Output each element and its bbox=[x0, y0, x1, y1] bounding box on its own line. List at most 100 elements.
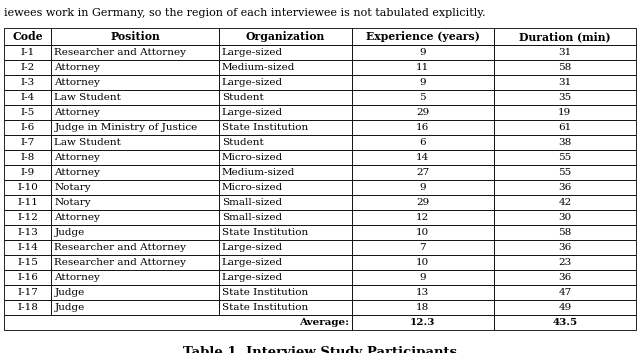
Bar bbox=[494, 28, 636, 45]
Text: 55: 55 bbox=[558, 168, 572, 177]
Bar bbox=[351, 255, 494, 270]
Bar bbox=[219, 105, 351, 120]
Bar bbox=[4, 60, 51, 75]
Text: 12: 12 bbox=[416, 213, 429, 222]
Text: Large-sized: Large-sized bbox=[222, 243, 283, 252]
Text: Medium-sized: Medium-sized bbox=[222, 168, 295, 177]
Bar bbox=[351, 75, 494, 90]
Bar bbox=[51, 28, 219, 45]
Bar bbox=[219, 45, 351, 60]
Bar bbox=[219, 165, 351, 180]
Text: I-12: I-12 bbox=[17, 213, 38, 222]
Text: 31: 31 bbox=[558, 78, 572, 87]
Bar bbox=[351, 195, 494, 210]
Bar bbox=[4, 315, 351, 330]
Text: 5: 5 bbox=[419, 93, 426, 102]
Text: 19: 19 bbox=[558, 108, 572, 117]
Bar bbox=[351, 90, 494, 105]
Bar bbox=[494, 120, 636, 135]
Text: Large-sized: Large-sized bbox=[222, 48, 283, 57]
Bar bbox=[51, 255, 219, 270]
Text: 29: 29 bbox=[416, 108, 429, 117]
Text: Judge in Ministry of Justice: Judge in Ministry of Justice bbox=[54, 123, 198, 132]
Bar bbox=[4, 240, 51, 255]
Text: 9: 9 bbox=[419, 183, 426, 192]
Text: Position: Position bbox=[110, 31, 160, 42]
Text: Student: Student bbox=[222, 93, 264, 102]
Text: I-4: I-4 bbox=[20, 93, 35, 102]
Text: Micro-sized: Micro-sized bbox=[222, 153, 283, 162]
Text: Judge: Judge bbox=[54, 228, 84, 237]
Text: Judge: Judge bbox=[54, 303, 84, 312]
Text: Law Student: Law Student bbox=[54, 138, 121, 147]
Bar bbox=[51, 60, 219, 75]
Text: Attorney: Attorney bbox=[54, 108, 100, 117]
Bar bbox=[51, 135, 219, 150]
Text: Notary: Notary bbox=[54, 183, 91, 192]
Bar bbox=[351, 240, 494, 255]
Text: 42: 42 bbox=[558, 198, 572, 207]
Text: 9: 9 bbox=[419, 78, 426, 87]
Text: Duration (min): Duration (min) bbox=[519, 31, 611, 42]
Bar bbox=[494, 135, 636, 150]
Text: Organization: Organization bbox=[246, 31, 325, 42]
Text: I-3: I-3 bbox=[20, 78, 35, 87]
Text: Researcher and Attorney: Researcher and Attorney bbox=[54, 243, 186, 252]
Text: I-17: I-17 bbox=[17, 288, 38, 297]
Bar bbox=[351, 105, 494, 120]
Text: 9: 9 bbox=[419, 48, 426, 57]
Text: I-10: I-10 bbox=[17, 183, 38, 192]
Text: 58: 58 bbox=[558, 63, 572, 72]
Bar bbox=[51, 180, 219, 195]
Text: Large-sized: Large-sized bbox=[222, 108, 283, 117]
Bar bbox=[351, 165, 494, 180]
Text: Medium-sized: Medium-sized bbox=[222, 63, 295, 72]
Text: 43.5: 43.5 bbox=[552, 318, 577, 327]
Bar bbox=[219, 75, 351, 90]
Bar bbox=[51, 270, 219, 285]
Bar bbox=[351, 270, 494, 285]
Text: Attorney: Attorney bbox=[54, 153, 100, 162]
Text: I-11: I-11 bbox=[17, 198, 38, 207]
Bar bbox=[494, 60, 636, 75]
Text: I-18: I-18 bbox=[17, 303, 38, 312]
Bar bbox=[51, 120, 219, 135]
Bar bbox=[219, 210, 351, 225]
Text: I-16: I-16 bbox=[17, 273, 38, 282]
Text: Student: Student bbox=[222, 138, 264, 147]
Text: State Institution: State Institution bbox=[222, 303, 308, 312]
Bar bbox=[4, 165, 51, 180]
Bar bbox=[494, 75, 636, 90]
Bar bbox=[219, 135, 351, 150]
Bar bbox=[494, 105, 636, 120]
Bar bbox=[4, 285, 51, 300]
Bar bbox=[4, 150, 51, 165]
Text: 29: 29 bbox=[416, 198, 429, 207]
Bar bbox=[219, 255, 351, 270]
Text: I-1: I-1 bbox=[20, 48, 35, 57]
Bar bbox=[4, 120, 51, 135]
Text: I-13: I-13 bbox=[17, 228, 38, 237]
Text: 11: 11 bbox=[416, 63, 429, 72]
Text: I-2: I-2 bbox=[20, 63, 35, 72]
Bar bbox=[51, 150, 219, 165]
Text: 36: 36 bbox=[558, 183, 572, 192]
Text: State Institution: State Institution bbox=[222, 123, 308, 132]
Bar bbox=[4, 45, 51, 60]
Text: 13: 13 bbox=[416, 288, 429, 297]
Text: I-15: I-15 bbox=[17, 258, 38, 267]
Text: 16: 16 bbox=[416, 123, 429, 132]
Bar bbox=[51, 285, 219, 300]
Text: Law Student: Law Student bbox=[54, 93, 121, 102]
Bar bbox=[51, 240, 219, 255]
Bar bbox=[219, 195, 351, 210]
Bar bbox=[219, 150, 351, 165]
Text: 6: 6 bbox=[419, 138, 426, 147]
Bar bbox=[494, 90, 636, 105]
Bar bbox=[494, 285, 636, 300]
Text: Attorney: Attorney bbox=[54, 273, 100, 282]
Bar bbox=[351, 300, 494, 315]
Text: I-9: I-9 bbox=[20, 168, 35, 177]
Bar bbox=[494, 240, 636, 255]
Text: Attorney: Attorney bbox=[54, 213, 100, 222]
